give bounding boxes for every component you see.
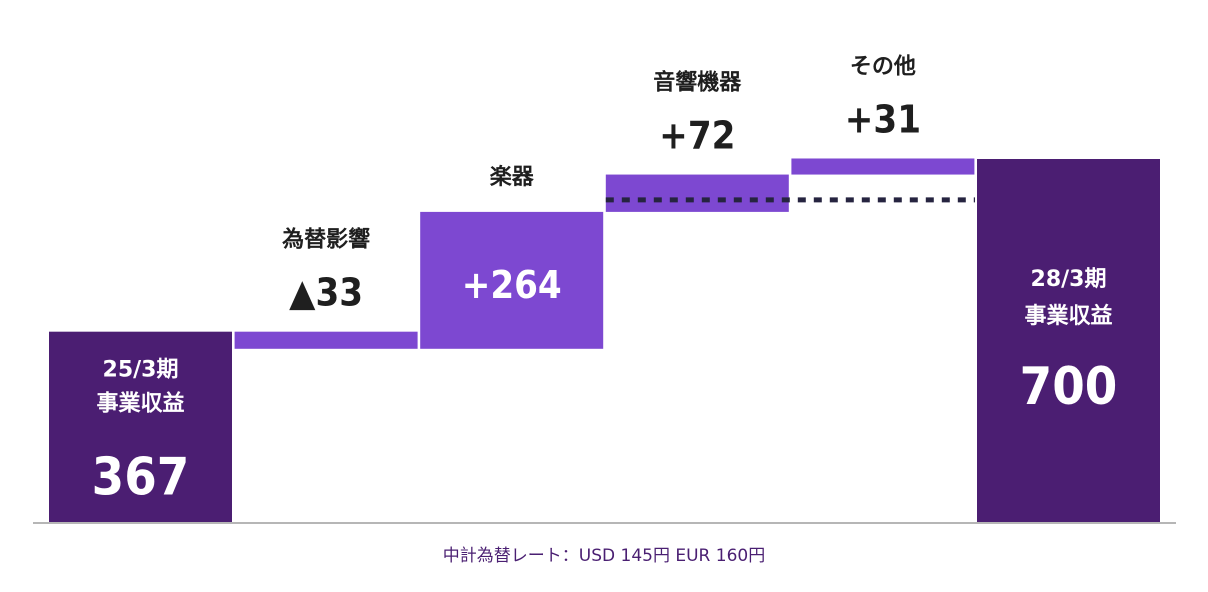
- bar-name-label-4: その他: [850, 54, 916, 79]
- bar-value-label-4: +31: [845, 97, 921, 141]
- total-bar-0: [49, 331, 232, 522]
- fx-rate-note: 中計為替レート：USD 145円 EUR 160円: [442, 546, 766, 566]
- bar-name-label-5: 事業収益: [1024, 303, 1112, 329]
- bar-period-label-5: 28/3期: [1031, 267, 1107, 292]
- change-bar-1: [234, 331, 418, 349]
- change-bar-4: [791, 158, 975, 175]
- bar-value-label-0: 367: [92, 448, 190, 508]
- bar-value-label-2: +264: [462, 263, 562, 307]
- bar-value-label-1: ▲33: [289, 271, 363, 315]
- bar-name-label-0: 事業収益: [96, 391, 184, 417]
- bar-period-label-0: 25/3期: [103, 358, 179, 383]
- bar-value-label-3: +72: [659, 114, 735, 158]
- bar-value-label-5: 700: [1020, 357, 1118, 417]
- bar-name-label-3: 音響機器: [653, 70, 742, 96]
- bar-name-label-2: 楽器: [490, 164, 535, 190]
- change-bar-2: [420, 211, 604, 349]
- total-bar-5: [977, 159, 1160, 522]
- bar-name-label-1: 為替影響: [282, 227, 370, 253]
- change-bar-3: [605, 174, 789, 212]
